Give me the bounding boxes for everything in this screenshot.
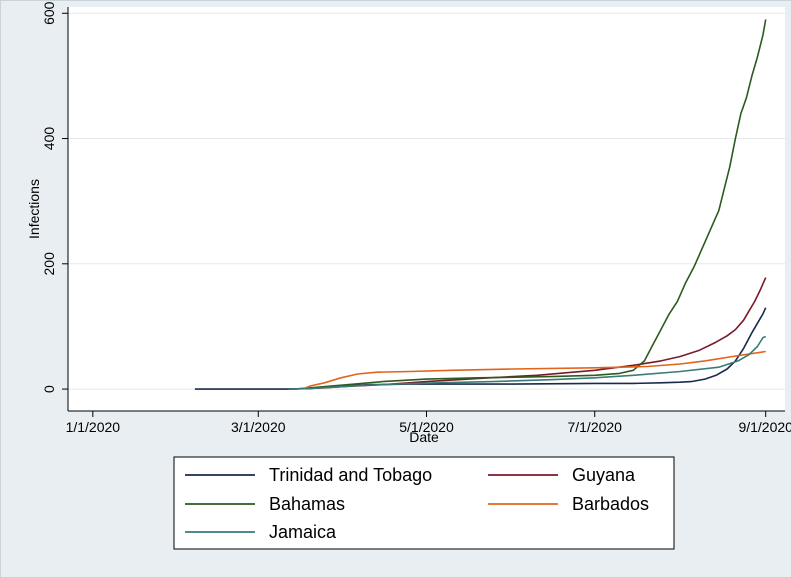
gridlines (68, 12, 785, 390)
x-tick-label: 9/1/2020 (738, 419, 791, 435)
series-line-bahamas (294, 19, 767, 390)
axis-ticks: 0 200 400 600 1/1/2020 3/1/2020 5/1/2020 7/1/20… (41, 1, 791, 435)
y-tick-label: 600 (41, 1, 57, 25)
y-tick-label: 0 (41, 385, 57, 393)
series-line-barbados (302, 350, 766, 390)
x-tick-label: 1/1/2020 (66, 419, 121, 435)
legend-label: Barbados (572, 494, 649, 514)
legend-box (173, 456, 675, 550)
legend-label: Guyana (572, 465, 636, 485)
x-tick-label: 3/1/2020 (231, 419, 286, 435)
series-lines (194, 19, 767, 390)
legend-item: Jamaica (185, 522, 337, 542)
legend-label: Trinidad and Tobago (269, 465, 432, 485)
legend: Trinidad and Tobago Guyana Bahamas Barbados… (185, 465, 649, 542)
x-tick-label: 5/1/2020 (399, 419, 454, 435)
legend-label: Bahamas (269, 494, 345, 514)
legend-item: Bahamas (185, 494, 345, 514)
plot-area (68, 7, 785, 411)
legend-label: Jamaica (269, 522, 337, 542)
y-tick-label: 200 (41, 252, 57, 276)
series-line-jamaica (288, 335, 767, 390)
legend-item: Barbados (488, 494, 649, 514)
legend-item: Trinidad and Tobago (185, 465, 432, 485)
y-axis-title: Infections (26, 179, 42, 239)
x-tick-label: 7/1/2020 (567, 419, 622, 435)
y-tick-label: 400 (41, 127, 57, 151)
legend-item: Guyana (488, 465, 636, 485)
x-axis-title: Date (409, 429, 439, 445)
